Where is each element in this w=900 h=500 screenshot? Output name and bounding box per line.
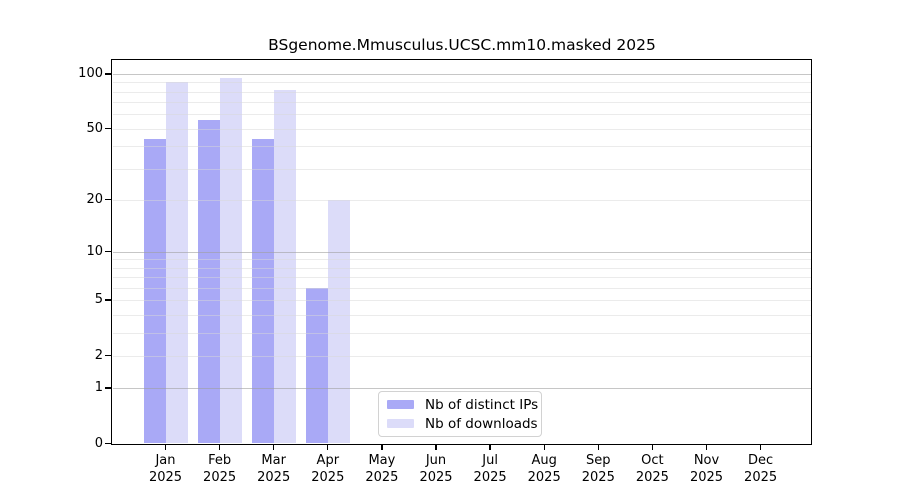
- x-month-label-mar: Mar 2025: [257, 453, 291, 485]
- y-tick-label: 0: [94, 435, 103, 451]
- gridline-50: [112, 128, 811, 130]
- y-tick-label: 50: [86, 120, 103, 136]
- bar-mar-downloads: [273, 89, 296, 444]
- legend-box: Nb of distinct IPs Nb of downloads: [378, 391, 542, 437]
- x-axis-tick: [218, 444, 221, 450]
- x-month-label-jun: Jun 2025: [419, 453, 453, 485]
- x-axis-tick: [164, 444, 167, 450]
- gridline-80: [112, 91, 811, 93]
- gridline-6: [112, 287, 811, 289]
- x-month-label-sep: Sep 2025: [581, 453, 615, 485]
- x-month-label-nov: Nov 2025: [689, 453, 724, 485]
- y-axis-tick: [105, 250, 111, 253]
- gridline-5: [112, 300, 811, 302]
- legend-swatch-downloads: [387, 419, 414, 428]
- y-axis-tick: [105, 442, 111, 445]
- gridline-60: [112, 114, 811, 116]
- gridline-10: [112, 251, 811, 253]
- x-axis-tick: [381, 444, 383, 450]
- legend-label-downloads: Nb of downloads: [425, 415, 538, 432]
- y-axis-tick: [105, 128, 111, 130]
- y-tick-label: 10: [86, 243, 103, 259]
- x-month-label-dec: Dec 2025: [744, 453, 778, 485]
- gridline-9: [112, 259, 811, 261]
- gridline-7: [112, 277, 811, 278]
- x-axis-tick: [597, 444, 599, 450]
- bar-jan-downloads: [165, 82, 188, 444]
- x-month-label-apr: Apr 2025: [311, 453, 345, 485]
- gridline-4: [112, 314, 811, 316]
- gridline-100: [112, 74, 811, 75]
- y-axis-tick: [105, 354, 111, 357]
- bar-mar-distinct-ips: [251, 138, 274, 444]
- y-axis-tick: [105, 73, 111, 75]
- bar-apr-downloads: [327, 199, 350, 444]
- gridline-8: [112, 267, 811, 269]
- gridline-2: [112, 355, 811, 357]
- x-month-label-feb: Feb 2025: [203, 453, 237, 485]
- y-axis-tick: [105, 299, 111, 301]
- plot-border: [111, 59, 812, 445]
- legend-label-distinct-ips: Nb of distinct IPs: [425, 396, 539, 413]
- x-month-label-aug: Aug 2025: [527, 453, 561, 485]
- gridline-1: [112, 388, 811, 389]
- x-month-label-may: May 2025: [365, 453, 399, 485]
- x-axis-tick: [327, 444, 329, 450]
- chart-title: BSgenome.Mmusculus.UCSC.mm10.masked 2025: [268, 36, 656, 54]
- gridline-40: [112, 146, 811, 148]
- legend-item-distinct-ips: Nb of distinct IPs: [387, 397, 538, 413]
- plot-area: [112, 61, 811, 444]
- y-tick-label: 1: [94, 380, 103, 395]
- gridline-70: [112, 102, 811, 104]
- gridline-30: [112, 168, 811, 170]
- x-axis-tick: [759, 444, 762, 450]
- legend-swatch-distinct-ips: [387, 400, 414, 409]
- y-tick-label: 5: [94, 292, 103, 308]
- gridline-90: [112, 82, 811, 84]
- x-axis-tick: [543, 444, 545, 450]
- x-axis-tick: [435, 444, 437, 450]
- x-axis-tick: [651, 444, 654, 450]
- y-tick-label: 2: [94, 347, 103, 363]
- x-axis-tick: [705, 444, 708, 450]
- x-month-label-jul: Jul 2025: [473, 453, 507, 485]
- y-axis-tick: [105, 199, 111, 201]
- bar-jan-distinct-ips: [143, 138, 166, 444]
- x-month-label-oct: Oct 2025: [635, 453, 669, 485]
- legend-item-downloads: Nb of downloads: [387, 416, 538, 432]
- x-axis-tick: [273, 444, 275, 450]
- gridline-20: [112, 199, 811, 201]
- y-tick-label: 100: [78, 66, 103, 81]
- bar-apr-distinct-ips: [305, 287, 328, 444]
- x-month-label-jan: Jan 2025: [148, 453, 183, 485]
- x-axis-tick: [489, 444, 491, 450]
- y-tick-label: 20: [86, 191, 103, 207]
- gridline-3: [112, 332, 811, 334]
- y-axis-tick: [105, 387, 111, 389]
